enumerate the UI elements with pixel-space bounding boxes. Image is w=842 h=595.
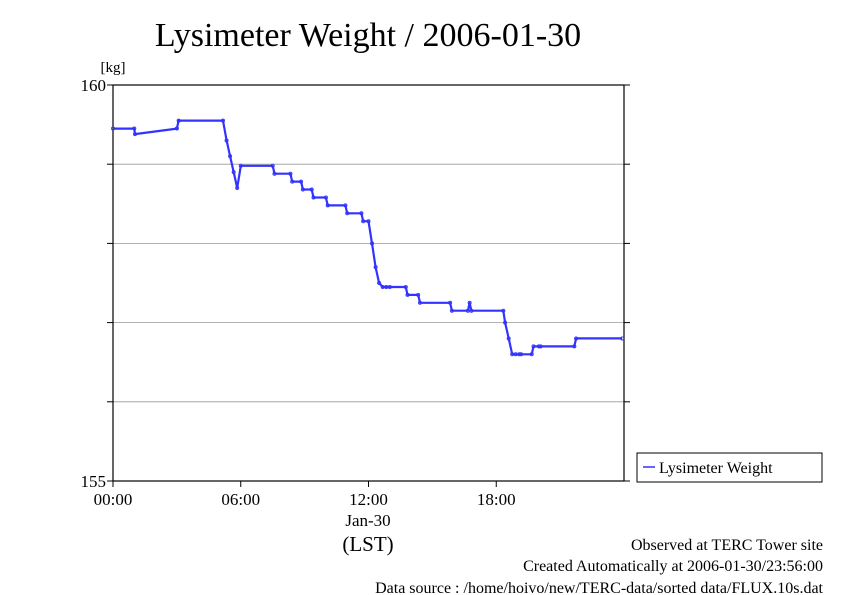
y-tick-label: 160 xyxy=(81,76,107,95)
data-point xyxy=(132,126,137,131)
data-point xyxy=(323,195,328,200)
chart-title: Lysimeter Weight / 2006-01-30 xyxy=(155,17,581,54)
data-point xyxy=(221,118,226,123)
legend: Lysimeter Weight xyxy=(636,452,823,483)
x-tick-label: 00:00 xyxy=(94,490,133,509)
series-line xyxy=(113,119,623,356)
data-point xyxy=(467,300,472,305)
data-point xyxy=(361,219,366,224)
data-point xyxy=(111,126,116,131)
x-tick-label: 12:00 xyxy=(349,490,388,509)
x-axis-date-label: Jan-30 xyxy=(345,511,390,530)
data-point xyxy=(448,300,453,305)
data-point xyxy=(238,163,243,168)
data-point xyxy=(387,284,392,289)
data-point xyxy=(300,187,305,192)
series-lysimeter-weight xyxy=(111,118,625,357)
gridlines xyxy=(113,163,624,403)
x-tick-label: 06:00 xyxy=(221,490,260,509)
data-point xyxy=(620,336,625,341)
data-point xyxy=(370,241,375,246)
data-point xyxy=(235,185,240,190)
data-point xyxy=(309,187,314,192)
data-point xyxy=(359,211,364,216)
data-point xyxy=(403,284,408,289)
data-point xyxy=(311,195,316,200)
x-tick-label: 18:00 xyxy=(477,490,516,509)
legend-box xyxy=(636,452,823,483)
data-point xyxy=(343,203,348,208)
data-point xyxy=(572,344,577,349)
data-point xyxy=(538,344,543,349)
data-point xyxy=(231,170,236,175)
data-point xyxy=(536,344,541,349)
y-axis-unit-label: [kg] xyxy=(101,60,126,76)
plot-frame xyxy=(112,84,625,482)
y-tick-label: 155 xyxy=(81,472,107,491)
data-point xyxy=(325,203,330,208)
data-point xyxy=(531,344,536,349)
data-point xyxy=(290,179,295,184)
data-point xyxy=(272,171,277,176)
x-axis-ticks: 00:00 06:00 12:00 18:00 xyxy=(94,481,516,509)
data-point xyxy=(405,292,410,297)
data-point xyxy=(270,163,275,168)
y-axis-ticks: 155 160 xyxy=(81,76,630,491)
data-point xyxy=(224,138,229,143)
footer-observed: Observed at TERC Tower site xyxy=(631,537,823,554)
data-point xyxy=(417,300,422,305)
legend-label: Lysimeter Weight xyxy=(659,460,773,477)
data-point xyxy=(517,352,522,357)
data-point xyxy=(345,211,350,216)
data-point xyxy=(174,126,179,131)
data-point xyxy=(288,171,293,176)
data-point xyxy=(574,336,579,341)
data-point xyxy=(501,308,506,313)
x-axis-timezone-label: (LST) xyxy=(342,532,393,556)
data-point xyxy=(506,336,511,341)
data-point xyxy=(133,132,138,137)
data-point xyxy=(299,179,304,184)
data-point xyxy=(416,292,421,297)
footer-created: Created Automatically at 2006-01-30/23:5… xyxy=(523,558,823,575)
data-point xyxy=(373,265,378,270)
data-point xyxy=(519,352,524,357)
data-point xyxy=(377,280,382,285)
data-point xyxy=(449,308,454,313)
data-point xyxy=(228,154,233,159)
data-point xyxy=(503,320,508,325)
data-point xyxy=(366,219,371,224)
data-point xyxy=(469,308,474,313)
footer-source: Data source : /home/hoivo/new/TERC-data/… xyxy=(375,580,823,595)
data-point xyxy=(529,352,534,357)
data-point xyxy=(176,118,181,123)
